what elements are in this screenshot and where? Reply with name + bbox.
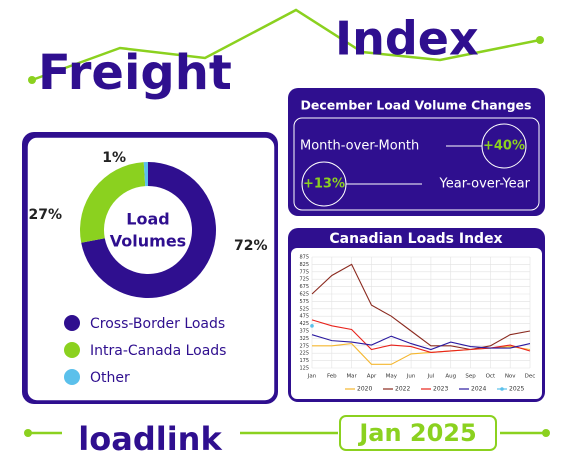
donut-slice: [81, 162, 216, 298]
x-tick-label: Mar: [346, 374, 357, 380]
y-tick-label: 225: [299, 351, 309, 357]
y-tick-label: 425: [299, 321, 309, 327]
donut-slice: [80, 162, 146, 243]
date-box: [339, 415, 497, 451]
x-tick-label: Sep: [465, 374, 476, 380]
line-series: [311, 334, 531, 351]
kpi-label: Year-over-Year: [439, 177, 531, 192]
decoration-dots: [24, 36, 550, 437]
x-tick-label: Dec: [525, 374, 536, 380]
x-tick-label: Jan: [307, 374, 317, 380]
legend-label: Intra-Canada Loads: [90, 343, 226, 359]
logo: loadlink: [78, 420, 222, 456]
y-tick-label: 625: [299, 292, 309, 298]
chart-title: Canadian Loads Index: [329, 231, 502, 247]
data-label: 1%: [102, 150, 126, 166]
y-tick-label: 875: [299, 255, 309, 261]
y-tick-label: 575: [299, 299, 309, 305]
decoration: [28, 8, 546, 435]
y-tick-label: 525: [299, 306, 309, 312]
y-tick-label: 125: [299, 366, 309, 372]
kpi-label: Month-over-Month: [300, 139, 419, 154]
legend-label: Other: [90, 370, 130, 386]
donut-center-label: Load: [126, 210, 169, 229]
x-tick-label: Jun: [406, 374, 416, 380]
y-tick-label: 475: [299, 314, 309, 320]
x-tick-label: Oct: [486, 374, 496, 380]
donut-center-label: Volumes: [110, 232, 186, 251]
kpi-title: December Load Volume Changes: [301, 98, 532, 113]
y-tick-label: 825: [299, 262, 309, 268]
legend-label: 2020: [357, 386, 372, 393]
data-label: 72%: [234, 238, 268, 254]
legend-label: 2024: [471, 386, 486, 393]
kpi-frame: [293, 117, 540, 211]
y-tick-label: 325: [299, 336, 309, 342]
kpi-value: +40%: [483, 139, 525, 154]
y-tick-label: 375: [299, 329, 309, 335]
y-tick-label: 275: [299, 343, 309, 349]
y-tick-label: 675: [299, 284, 309, 290]
x-tick-label: Apr: [367, 374, 377, 380]
legend-label: 2025: [509, 386, 524, 393]
legend-swatch: [64, 342, 80, 358]
legend-label: 2023: [433, 386, 448, 393]
legend-marker: [500, 387, 504, 391]
y-tick-label: 175: [299, 358, 309, 364]
kpi-value: +13%: [303, 177, 345, 192]
y-tick-label: 725: [299, 277, 309, 283]
x-tick-label: Jul: [427, 374, 435, 380]
x-tick-label: Aug: [445, 374, 456, 380]
line-series: [311, 263, 531, 351]
y-tick-label: 775: [299, 269, 309, 275]
kpi-ring: [481, 123, 527, 169]
x-tick-label: Feb: [327, 374, 337, 380]
line-marker: [310, 324, 314, 328]
donut-slice: [143, 162, 148, 187]
legend-label: Cross-Border Loads: [90, 316, 225, 332]
title: Index: [335, 12, 479, 66]
x-tick-label: Nov: [505, 374, 516, 380]
title: Freight: [38, 45, 232, 101]
date: Jan 2025: [357, 419, 476, 447]
legend-swatch: [64, 369, 80, 385]
x-tick-label: May: [386, 374, 398, 380]
data-label: 27%: [28, 207, 62, 223]
legend-swatch: [64, 315, 80, 331]
legend-label: 2022: [395, 386, 410, 393]
